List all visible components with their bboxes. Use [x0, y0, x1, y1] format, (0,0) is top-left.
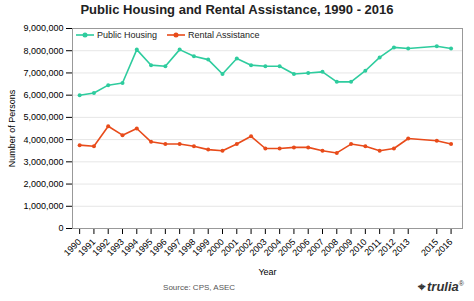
svg-text:1992: 1992 — [90, 236, 112, 258]
svg-text:Number of Persons: Number of Persons — [7, 89, 17, 167]
svg-text:2016: 2016 — [433, 237, 454, 258]
svg-text:8,000,000: 8,000,000 — [23, 46, 63, 56]
svg-text:5,000,000: 5,000,000 — [23, 112, 63, 122]
svg-text:9,000,000: 9,000,000 — [23, 23, 63, 33]
svg-text:1993: 1993 — [104, 236, 126, 258]
html-text:Public Housing: Public Housing — [97, 30, 157, 40]
svg-text:1999: 1999 — [190, 236, 212, 258]
svg-text:1,000,000: 1,000,000 — [23, 201, 63, 211]
svg-text:0: 0 — [58, 223, 63, 233]
svg-text:2007: 2007 — [304, 236, 326, 258]
html-text:⌖ trulia®: ⌖ trulia® — [418, 279, 464, 294]
svg-text:1998: 1998 — [176, 236, 198, 258]
svg-text:6,000,000: 6,000,000 — [23, 90, 63, 100]
svg-text:Year: Year — [258, 267, 276, 277]
svg-text:4,000,000: 4,000,000 — [23, 134, 63, 144]
svg-text:1996: 1996 — [147, 236, 169, 258]
svg-text:1991: 1991 — [76, 236, 98, 258]
svg-text:2002: 2002 — [233, 236, 255, 258]
svg-text:1995: 1995 — [133, 236, 155, 258]
svg-text:3,000,000: 3,000,000 — [23, 157, 63, 167]
svg-text:2006: 2006 — [290, 236, 312, 258]
svg-text:1990: 1990 — [61, 236, 84, 258]
svg-text:2015: 2015 — [419, 236, 441, 258]
svg-text:2001: 2001 — [219, 236, 241, 258]
svg-text:2013: 2013 — [390, 237, 411, 258]
html-text:Source: CPS, ASEC: Source: CPS, ASEC — [163, 283, 236, 292]
svg-text:7,000,000: 7,000,000 — [23, 68, 63, 78]
svg-text:2008: 2008 — [319, 236, 341, 258]
html-text:Public Housing and Rental Assi: Public Housing and Rental Assistance, 19… — [80, 2, 394, 17]
svg-text:1997: 1997 — [161, 236, 184, 258]
svg-text:2004: 2004 — [261, 236, 284, 258]
svg-text:2009: 2009 — [333, 236, 355, 258]
svg-text:2011: 2011 — [362, 236, 384, 258]
svg-text:2000: 2000 — [204, 236, 226, 258]
svg-text:2,000,000: 2,000,000 — [23, 179, 63, 189]
svg-text:2010: 2010 — [347, 236, 369, 258]
html-text:Rental Assistance: Rental Assistance — [188, 30, 260, 40]
svg-text:2012: 2012 — [376, 236, 398, 258]
svg-text:2003: 2003 — [247, 236, 269, 258]
svg-text:2005: 2005 — [276, 236, 298, 258]
svg-text:1994: 1994 — [119, 236, 141, 258]
